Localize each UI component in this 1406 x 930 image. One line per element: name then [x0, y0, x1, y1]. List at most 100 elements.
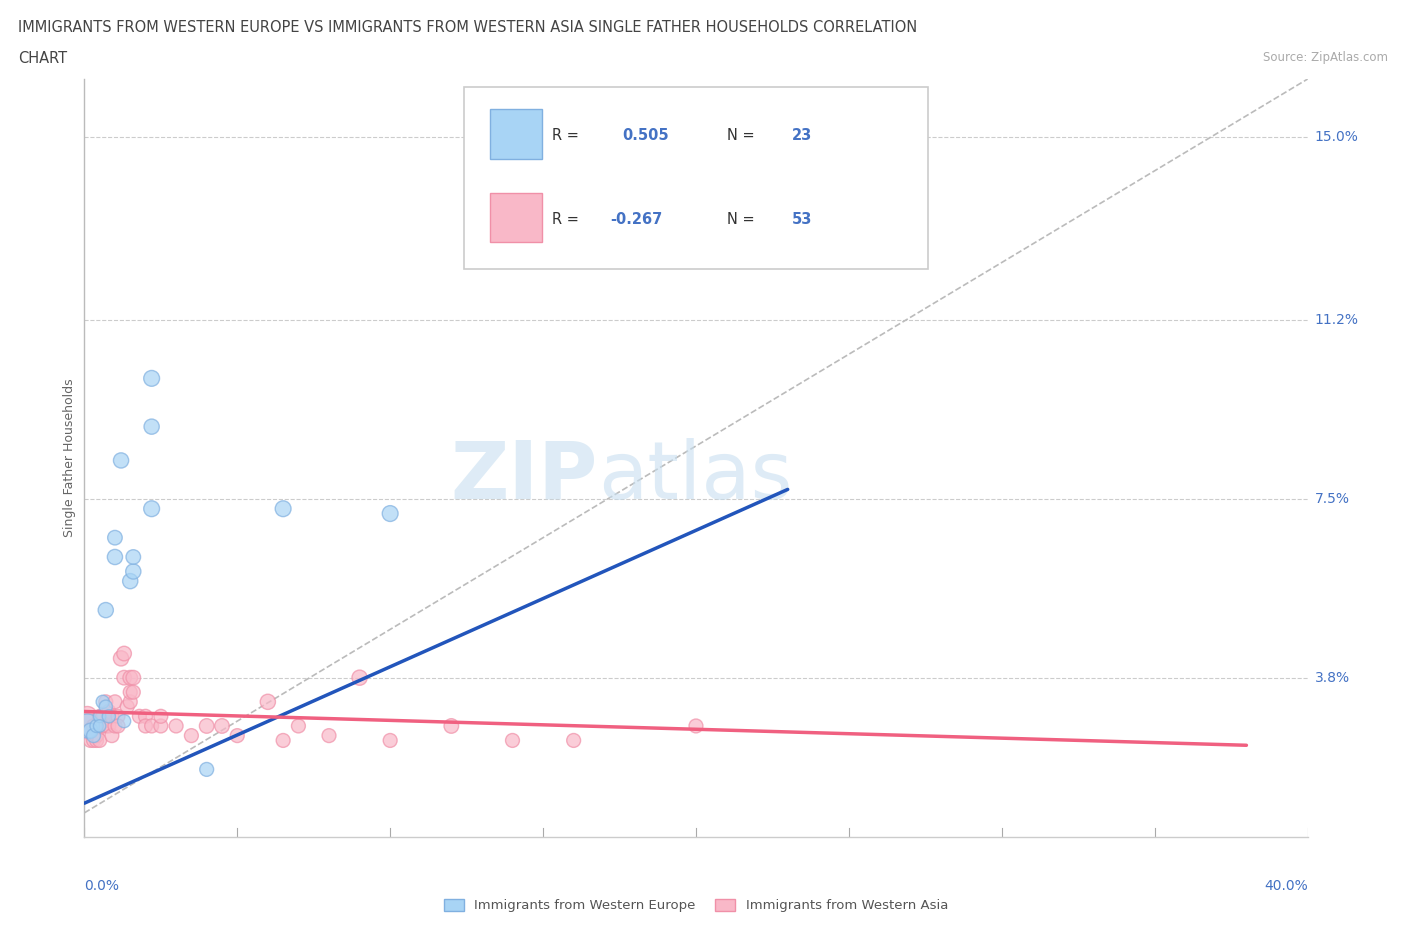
Point: [380, 733, 402, 748]
Point: [112, 646, 135, 661]
Point: [349, 671, 371, 685]
Point: [107, 719, 129, 734]
Text: ZIP: ZIP: [451, 438, 598, 516]
Point: [86, 733, 108, 748]
Text: -0.267: -0.267: [610, 212, 662, 227]
Point: [89, 719, 111, 734]
Text: N =: N =: [727, 212, 754, 227]
Text: 0.505: 0.505: [623, 128, 669, 143]
Point: [104, 530, 127, 545]
Point: [122, 671, 145, 685]
Text: 3.8%: 3.8%: [1315, 671, 1350, 684]
Point: [83, 728, 105, 743]
Point: [86, 719, 108, 734]
Point: [135, 719, 157, 734]
Point: [94, 603, 117, 618]
Y-axis label: Single Father Households: Single Father Households: [63, 379, 76, 538]
Point: [195, 719, 218, 734]
Point: [83, 733, 105, 748]
Point: [502, 733, 524, 748]
Point: [101, 728, 124, 743]
Point: [110, 651, 132, 666]
Text: 53: 53: [792, 212, 811, 227]
Point: [89, 733, 111, 748]
Text: IMMIGRANTS FROM WESTERN EUROPE VS IMMIGRANTS FROM WESTERN ASIA SINGLE FATHER HOU: IMMIGRANTS FROM WESTERN EUROPE VS IMMIGR…: [18, 20, 918, 35]
FancyBboxPatch shape: [491, 110, 541, 159]
Point: [104, 695, 127, 710]
Point: [440, 719, 463, 734]
Text: 0.0%: 0.0%: [84, 879, 120, 893]
Text: Source: ZipAtlas.com: Source: ZipAtlas.com: [1263, 51, 1388, 64]
Point: [120, 574, 142, 589]
Point: [89, 709, 111, 724]
Point: [110, 453, 132, 468]
Point: [271, 501, 294, 516]
Point: [122, 550, 145, 565]
Text: 15.0%: 15.0%: [1315, 130, 1358, 144]
Point: [94, 719, 117, 734]
Point: [685, 719, 707, 734]
Point: [141, 719, 163, 734]
Text: CHART: CHART: [18, 51, 67, 66]
Point: [112, 671, 135, 685]
Point: [128, 709, 150, 724]
Text: R =: R =: [551, 128, 578, 143]
Point: [122, 564, 145, 578]
Point: [76, 709, 98, 724]
Point: [107, 709, 129, 724]
Point: [226, 728, 249, 743]
Text: 23: 23: [792, 128, 811, 143]
Point: [195, 762, 218, 777]
Point: [257, 695, 280, 710]
Point: [79, 724, 101, 738]
Point: [115, 699, 138, 714]
Point: [83, 719, 105, 734]
Point: [89, 709, 111, 724]
Point: [97, 719, 120, 734]
Point: [104, 550, 127, 565]
Point: [89, 719, 111, 734]
Point: [97, 704, 120, 719]
Text: 11.2%: 11.2%: [1315, 313, 1358, 327]
Legend: Immigrants from Western Europe, Immigrants from Western Asia: Immigrants from Western Europe, Immigran…: [439, 894, 953, 918]
Point: [91, 719, 114, 734]
Point: [94, 695, 117, 710]
Point: [112, 713, 135, 728]
Point: [380, 506, 402, 521]
Point: [120, 684, 142, 699]
Point: [211, 719, 233, 734]
Point: [287, 719, 309, 734]
Point: [76, 719, 98, 734]
Point: [76, 719, 98, 734]
Text: 7.5%: 7.5%: [1315, 492, 1350, 506]
Point: [141, 501, 163, 516]
Point: [165, 719, 187, 734]
Point: [104, 719, 127, 734]
Point: [149, 709, 172, 724]
Point: [141, 371, 163, 386]
Point: [271, 733, 294, 748]
Point: [180, 728, 202, 743]
Text: R =: R =: [551, 212, 578, 227]
Point: [120, 695, 142, 710]
Point: [79, 724, 101, 738]
Text: atlas: atlas: [598, 438, 793, 516]
Point: [86, 728, 108, 743]
Point: [149, 719, 172, 734]
Point: [79, 733, 101, 748]
Point: [562, 733, 585, 748]
Text: N =: N =: [727, 128, 754, 143]
Text: 40.0%: 40.0%: [1264, 879, 1308, 893]
FancyBboxPatch shape: [491, 193, 541, 242]
Point: [97, 709, 120, 724]
Point: [91, 695, 114, 710]
Point: [120, 671, 142, 685]
Point: [135, 709, 157, 724]
Point: [141, 419, 163, 434]
Point: [94, 699, 117, 714]
Point: [91, 709, 114, 724]
Point: [101, 709, 124, 724]
Point: [318, 728, 340, 743]
FancyBboxPatch shape: [464, 86, 928, 269]
Point: [122, 684, 145, 699]
